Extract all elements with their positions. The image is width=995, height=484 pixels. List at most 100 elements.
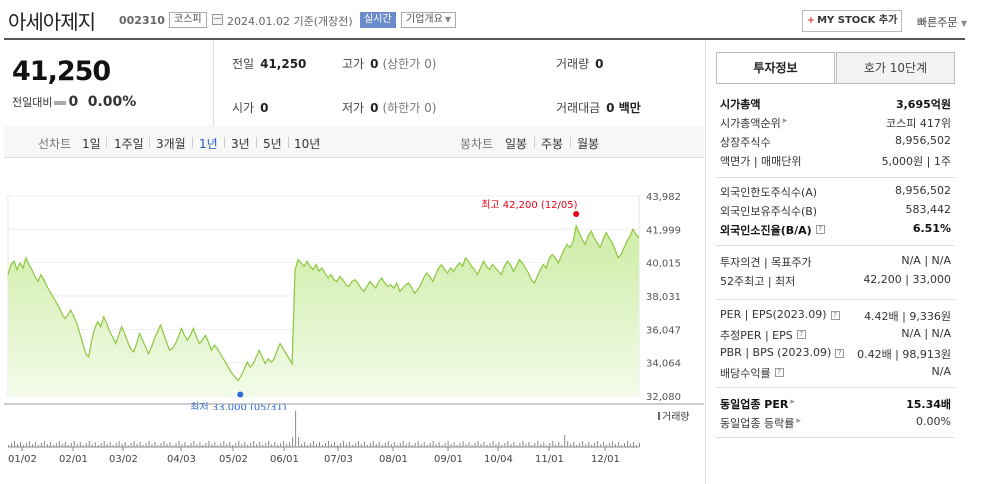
period-3y[interactable]: 3년: [231, 137, 250, 151]
tab-invest-info[interactable]: 투자정보: [716, 52, 835, 84]
info-key: 동일업종 PER: [720, 398, 789, 411]
volume-bar: [310, 443, 311, 447]
upper-limit: (상한가 0): [382, 57, 437, 71]
volume-bar: [280, 443, 282, 447]
volume-bar: [570, 444, 572, 447]
low-value: 0: [370, 101, 379, 115]
volume-bar: [127, 445, 129, 447]
info-row[interactable]: 동일업종 등락률 ▸ 0.00%: [720, 415, 951, 433]
volume-bar: [64, 442, 66, 447]
volume-bar: [49, 442, 51, 447]
volume-bar: [322, 445, 323, 447]
x-tick-label: 10/04: [484, 454, 513, 465]
volume-bar: [46, 444, 48, 447]
volume-bar: [109, 442, 111, 447]
info-value: 6.51%: [912, 222, 951, 235]
volume-bar: [241, 444, 243, 447]
line-chart-label: 선차트: [38, 137, 72, 151]
info-section-sec2: 외국인한도주식수(A) 8,956,502 외국인보유주식수(B) 583,442 외국…: [716, 180, 955, 246]
open-label: 시가: [232, 101, 255, 115]
high-value: 0: [370, 57, 379, 71]
volume-bar: [202, 445, 204, 447]
volume-bar: [331, 444, 332, 447]
high-marker: [573, 210, 580, 217]
volume-bar: [79, 442, 81, 447]
volume-bar: [450, 444, 452, 447]
info-key: 외국인한도주식수(A): [720, 186, 818, 199]
info-value: 0.42배 | 98,913원: [857, 348, 951, 361]
my-stock-add-button[interactable]: + MY STOCK 추가: [802, 10, 902, 32]
price-chart[interactable]: 43,982 41,999 40,015 38,031 36,047 34,064 32,0…: [4, 158, 704, 484]
info-key: 액면가 | 매매단위: [720, 155, 802, 168]
help-icon[interactable]: ?: [815, 225, 825, 234]
period-1y[interactable]: 1년: [199, 137, 218, 151]
info-value: 0.00%: [916, 415, 951, 428]
volume-bar: [597, 441, 599, 447]
info-row: 추정PER | EPS? N/A | N/A: [720, 327, 951, 345]
candle-weekly[interactable]: 주봉: [541, 137, 564, 151]
period-1d[interactable]: 1일: [82, 137, 101, 151]
volume-bar: [489, 443, 491, 447]
x-tick-label: 03/02: [109, 454, 138, 465]
quick-order-button[interactable]: 빠른주문 ▼: [917, 14, 967, 30]
info-row[interactable]: 동일업종 PER ▸ 15.34배: [720, 396, 951, 414]
divider: [192, 137, 193, 148]
volume-bar: [172, 445, 174, 447]
info-value: 4.42배 | 9,336원: [864, 310, 951, 323]
period-1w[interactable]: 1주일: [114, 137, 144, 151]
divider: [224, 137, 225, 148]
volume-bar: [67, 445, 69, 447]
volume-area: [8, 410, 639, 447]
volume-bar: [423, 442, 425, 447]
volume-bar: [408, 442, 410, 447]
volume-bar: [256, 444, 258, 447]
volume-bar: [564, 435, 566, 447]
trade-amount: 거래대금 0 백만: [556, 99, 641, 116]
price-box: 41,250 전일대비 0 0.00%: [4, 40, 214, 126]
help-icon[interactable]: ?: [774, 368, 784, 377]
volume-legend-mark: [658, 412, 660, 420]
info-row[interactable]: 시가총액순위 ▸ 코스피 417위: [720, 115, 951, 133]
volume-bar: [190, 443, 192, 447]
volume-bar: [444, 443, 446, 447]
price-chart-svg[interactable]: 43,982 41,999 40,015 38,031 36,047 34,064 32,0…: [4, 158, 704, 484]
help-icon[interactable]: ?: [835, 349, 845, 358]
volume-bar: [55, 443, 57, 447]
volume-bar: [378, 442, 380, 447]
company-overview-button[interactable]: 기업개요 ▼: [401, 12, 456, 28]
tab-underline: [716, 83, 955, 84]
chevron-right-icon: ▸: [790, 397, 795, 407]
volume-bar: [28, 441, 30, 447]
plus-icon: +: [806, 15, 816, 26]
volume-bar: [97, 445, 99, 447]
volume-bar: [600, 444, 602, 447]
candle-daily[interactable]: 일봉: [505, 137, 528, 151]
volume-bar: [25, 443, 27, 447]
candle-monthly[interactable]: 월봉: [577, 137, 600, 151]
realtime-badge[interactable]: 실시간: [360, 12, 396, 28]
volume-bar: [52, 445, 54, 447]
divider: [106, 137, 107, 148]
info-key: 동일업종 등락률: [720, 417, 795, 430]
volume-bar: [420, 444, 422, 447]
info-row: 투자의견 | 목표주가 N/A | N/A: [720, 254, 951, 272]
volume-bar: [304, 442, 306, 447]
help-icon[interactable]: ?: [830, 311, 840, 320]
volume-bar: [366, 445, 368, 447]
info-row: 배당수익률? N/A: [720, 365, 951, 383]
period-5y[interactable]: 5년: [263, 137, 282, 151]
period-10y[interactable]: 10년: [294, 137, 321, 151]
volume-bar: [621, 445, 623, 447]
volume-bar: [166, 444, 168, 447]
volume-bar: [178, 441, 180, 447]
volume-bar: [286, 444, 288, 447]
info-row: 상장주식수 8,956,502: [720, 134, 951, 152]
volume-bar: [453, 442, 455, 447]
period-3m[interactable]: 3개월: [156, 137, 186, 151]
current-price: 41,250: [12, 56, 111, 87]
divider: [288, 137, 289, 148]
tab-orderbook[interactable]: 호가 10단계: [836, 52, 955, 84]
y-tick-label: 43,982: [646, 192, 681, 203]
help-icon[interactable]: ?: [796, 330, 806, 339]
volume-bar: [196, 444, 198, 447]
